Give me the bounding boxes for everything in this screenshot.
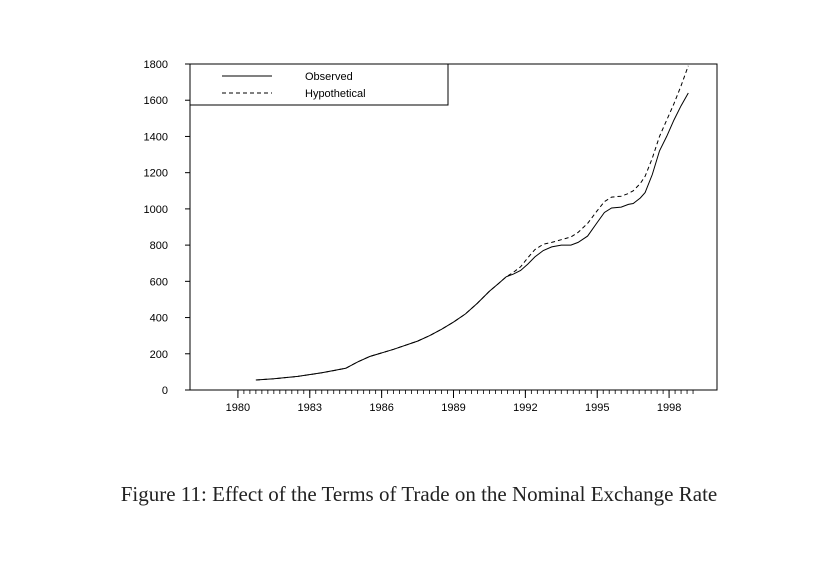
y-tick-label: 400 bbox=[150, 313, 168, 325]
y-tick-label: 1000 bbox=[144, 204, 168, 216]
series-layer bbox=[255, 65, 689, 381]
y-tick-label: 600 bbox=[150, 276, 168, 288]
y-tick-label: 1200 bbox=[144, 168, 168, 180]
x-tick-label: 1989 bbox=[441, 402, 465, 414]
series-line-observed bbox=[255, 92, 689, 381]
y-tick-label: 200 bbox=[150, 349, 168, 361]
plot-frame bbox=[189, 63, 718, 391]
series-line-hypothetical bbox=[255, 65, 689, 381]
y-tick-label: 1800 bbox=[144, 59, 168, 71]
figure-caption: Figure 11: Effect of the Terms of Trade … bbox=[120, 482, 718, 506]
x-tick-label: 1998 bbox=[657, 402, 681, 414]
x-tick-label: 1992 bbox=[513, 402, 537, 414]
legend-label-hypothetical: Hypothetical bbox=[305, 88, 366, 100]
y-axis: 0 200 400 600 800 1000 1200 1400 1600 1800 bbox=[144, 59, 190, 397]
x-tick-label: 1986 bbox=[369, 402, 393, 414]
y-tick-label: 1600 bbox=[144, 95, 168, 107]
legend-label-observed: Observed bbox=[305, 71, 353, 83]
y-tick-label: 800 bbox=[150, 240, 168, 252]
y-tick-label: 0 bbox=[162, 385, 168, 397]
legend-box bbox=[189, 63, 449, 106]
x-tick-label: 1995 bbox=[585, 402, 609, 414]
x-axis: 1980 1983 1986 1989 1992 1995 1998 bbox=[226, 390, 694, 414]
y-tick-label: 1400 bbox=[144, 131, 168, 143]
x-tick-label: 1983 bbox=[298, 402, 322, 414]
x-tick-label: 1980 bbox=[226, 402, 250, 414]
legend: Observed Hypothetical bbox=[189, 63, 449, 106]
